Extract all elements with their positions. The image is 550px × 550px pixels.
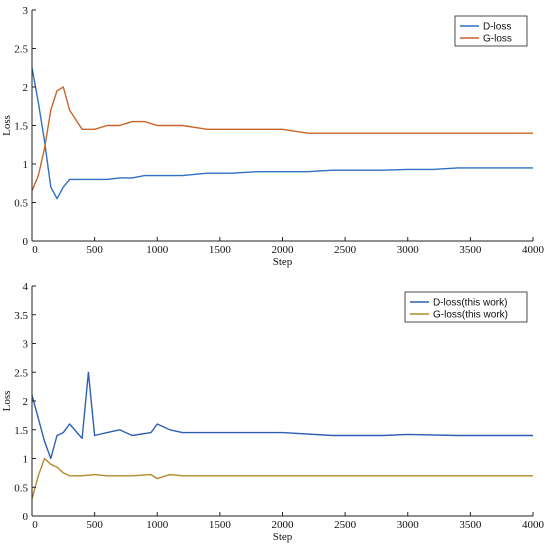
x-tick-label-2-7: 3500	[459, 519, 482, 531]
y-tick-label-1-0: 0	[23, 236, 29, 248]
y-tick-label-2-5: 2.5	[14, 367, 28, 379]
x-tick-label-2-8: 4000	[522, 519, 545, 531]
x-tick-label-1-6: 3000	[397, 244, 420, 256]
x-tick-label-2-3: 1500	[209, 519, 232, 531]
x-tick-label-1-5: 2500	[334, 244, 357, 256]
x-tick-label-1-4: 2000	[272, 244, 295, 256]
y-tick-label-2-6: 3	[23, 339, 29, 351]
series-line-2-1	[31, 371, 533, 460]
x-tick-label-2-1: 500	[86, 519, 103, 531]
y-tick-label-1-6: 3	[23, 5, 29, 17]
x-tick-label-1-0: 0	[32, 244, 38, 256]
legend-label-1-1: D-loss	[483, 22, 511, 33]
y-tick-label-2-7: 3.5	[14, 310, 28, 322]
x-tick-label-1-2: 1000	[146, 244, 169, 256]
series-line-1-2	[31, 86, 533, 192]
y-tick-label-1-2: 1	[23, 159, 29, 171]
x-tick-label-2-4: 2000	[272, 519, 295, 531]
x-axis-title-2: Step	[273, 531, 293, 543]
y-axis-title-2: Loss	[1, 391, 13, 412]
x-tick-label-2-6: 3000	[397, 519, 420, 531]
y-tick-label-2-4: 2	[23, 396, 29, 408]
y-tick-label-1-3: 1.5	[14, 121, 28, 133]
y-tick-label-2-3: 1.5	[14, 425, 28, 437]
y-tick-label-2-0: 0	[23, 511, 29, 523]
chart-panel-1: 0 500 1000 1500 2000 2500 3000 3500 4000 0 0.5 1 1.5…	[1, 5, 545, 268]
x-tick-label-1-7: 3500	[459, 244, 482, 256]
x-tick-label-1-3: 1500	[209, 244, 232, 256]
legend-label-2-1: D-loss(this work)	[433, 298, 507, 309]
x-tick-label-1-8: 4000	[522, 244, 545, 256]
series-line-2-2	[31, 457, 533, 499]
x-axis-title-1: Step	[273, 256, 293, 268]
series-line-1-1	[31, 67, 533, 200]
legend-box-2	[404, 291, 528, 323]
x-tick-label-1-1: 500	[86, 244, 103, 256]
x-tick-label-2-2: 1000	[146, 519, 169, 531]
legend-box-1	[454, 15, 528, 47]
y-tick-label-1-4: 2	[23, 82, 29, 94]
y-tick-label-2-8: 4	[23, 281, 29, 293]
y-tick-label-1-5: 2.5	[14, 44, 28, 56]
x-tick-label-2-5: 2500	[334, 519, 357, 531]
legend-label-2-2: G-loss(this work)	[433, 310, 508, 321]
y-tick-label-1-1: 0.5	[14, 198, 28, 210]
y-axis-title-1: Loss	[1, 115, 13, 136]
y-tick-label-2-2: 1	[23, 454, 29, 466]
chart-panel-2: 0 500 1000 1500 2000 2500 3000 3500 4000 0 0.5 1 1.5…	[1, 281, 545, 543]
legend-label-1-2: G-loss	[483, 34, 512, 45]
y-tick-label-2-1: 0.5	[14, 482, 28, 494]
x-tick-label-2-0: 0	[32, 519, 38, 531]
